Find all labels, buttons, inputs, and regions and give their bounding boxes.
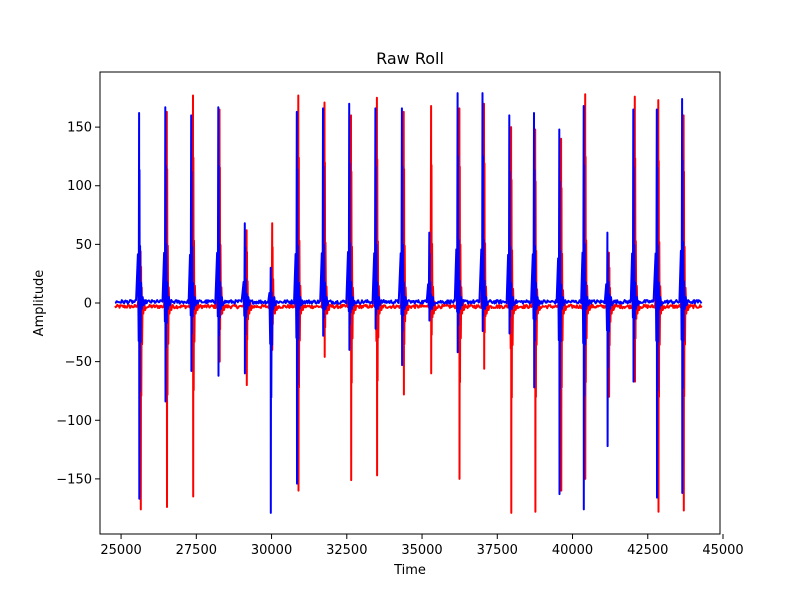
- x-tick-label: 35000: [401, 543, 442, 558]
- x-tick-label: 37500: [477, 543, 518, 558]
- y-tick-label: 0: [84, 297, 92, 312]
- x-tick-label: 32500: [326, 543, 367, 558]
- x-tick-label: 27500: [176, 543, 217, 558]
- y-tick-label: 50: [75, 238, 92, 253]
- y-tick-label: 100: [67, 179, 92, 194]
- x-tick-label: 25000: [100, 543, 141, 558]
- chart-title: Raw Roll: [376, 49, 444, 68]
- y-axis-label: Amplitude: [32, 270, 47, 337]
- y-tick-label: −100: [56, 414, 92, 429]
- y-axis: −150 −100 −50 0 50 100 150: [56, 121, 100, 487]
- x-tick-label: 42500: [627, 543, 668, 558]
- series-line-2: [114, 92, 703, 514]
- y-tick-label: −50: [65, 355, 92, 370]
- x-tick-label: 30000: [251, 543, 292, 558]
- y-tick-label: −150: [56, 472, 92, 487]
- y-tick-label: 150: [67, 121, 92, 136]
- x-tick-label: 45000: [702, 543, 743, 558]
- series-layer: [114, 92, 703, 514]
- series-line-1: [114, 93, 703, 514]
- x-axis: 25000 27500 30000 32500 35000 37500 40000 42500…: [100, 534, 744, 558]
- x-tick-label: 40000: [552, 543, 593, 558]
- x-axis-label: Time: [393, 563, 426, 578]
